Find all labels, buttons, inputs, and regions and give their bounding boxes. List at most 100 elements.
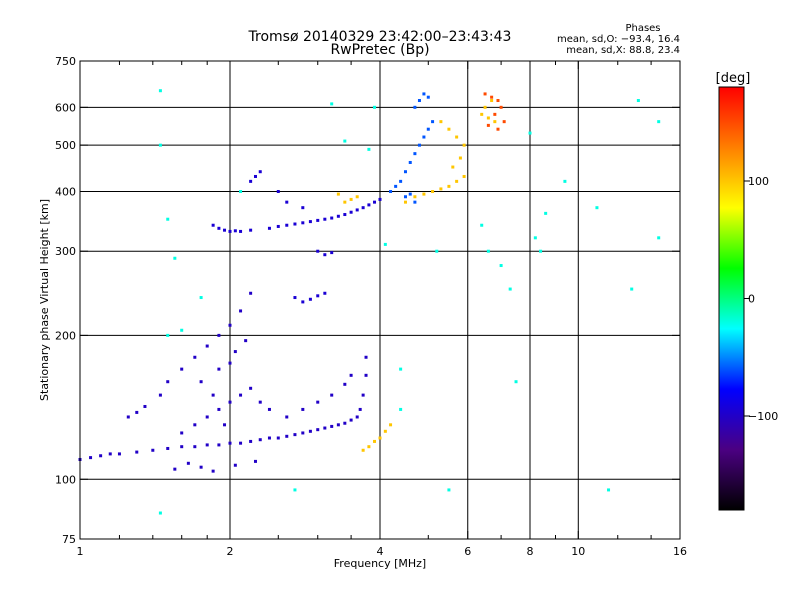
data-point	[330, 102, 334, 106]
data-point	[267, 436, 271, 440]
data-point	[166, 217, 170, 221]
data-point	[528, 131, 532, 135]
data-point	[403, 200, 407, 204]
data-point	[636, 99, 640, 103]
data-point	[233, 229, 237, 233]
data-point	[544, 211, 548, 215]
data-point	[323, 426, 327, 430]
data-point	[166, 333, 170, 337]
data-points	[78, 89, 661, 515]
y-tick-label: 500	[55, 139, 76, 152]
data-point	[435, 249, 439, 253]
data-point	[330, 424, 334, 428]
y-tick-label: 100	[55, 473, 76, 486]
data-point	[158, 511, 162, 515]
y-tick-label: 75	[62, 533, 76, 546]
chart-subtitle: RwPretec (Bp)	[330, 42, 429, 58]
colorbar-ticks: 100 0 −100	[744, 175, 778, 423]
data-point	[205, 443, 209, 447]
y-tick-label: 200	[55, 329, 76, 342]
data-point	[301, 221, 305, 225]
data-point	[499, 264, 503, 268]
data-point	[330, 393, 334, 397]
data-point	[657, 236, 661, 240]
data-point	[233, 463, 237, 467]
data-point	[657, 120, 661, 124]
data-point	[253, 459, 257, 463]
data-point	[135, 410, 139, 414]
data-point	[293, 488, 297, 492]
data-point	[355, 195, 359, 199]
data-point	[239, 229, 243, 233]
data-point	[533, 236, 537, 240]
data-point	[223, 423, 227, 427]
data-point	[493, 112, 497, 116]
data-point	[349, 373, 353, 377]
data-point	[249, 386, 253, 390]
data-point	[323, 253, 327, 257]
data-point	[343, 421, 347, 425]
data-point	[180, 367, 184, 371]
data-point	[403, 170, 407, 174]
data-point	[361, 206, 365, 210]
data-point	[293, 433, 297, 437]
data-point	[343, 139, 347, 143]
data-point	[502, 120, 506, 124]
data-point	[173, 467, 177, 471]
data-point	[99, 454, 103, 458]
data-point	[480, 223, 484, 227]
data-point	[367, 147, 371, 151]
data-point	[336, 214, 340, 218]
phases-line-o: mean, sd,O: −93.4, 16.4	[557, 34, 680, 45]
data-point	[417, 99, 421, 103]
data-point	[373, 200, 377, 204]
data-point	[539, 249, 543, 253]
data-point	[490, 99, 494, 103]
data-point	[276, 189, 280, 193]
data-point	[211, 223, 215, 227]
data-point	[316, 249, 320, 253]
data-point	[205, 415, 209, 419]
colorbar-tick-label: 0	[748, 293, 755, 306]
data-point	[364, 373, 368, 377]
data-point	[426, 127, 430, 131]
data-point	[249, 439, 253, 443]
data-point	[239, 189, 243, 193]
data-point	[211, 393, 215, 397]
data-point	[223, 228, 227, 232]
data-point	[308, 220, 312, 224]
data-point	[373, 105, 377, 109]
y-axis: 75 100 200 300 400 500 600 750	[55, 55, 680, 546]
data-point	[217, 226, 221, 230]
data-point	[336, 192, 340, 196]
data-point	[439, 187, 443, 191]
data-point	[126, 415, 130, 419]
y-tick-label: 400	[55, 185, 76, 198]
data-point	[249, 179, 253, 183]
data-point	[508, 287, 512, 291]
data-point	[480, 112, 484, 116]
data-point	[483, 92, 487, 96]
data-point	[413, 195, 417, 199]
data-point	[293, 296, 297, 300]
data-point	[367, 445, 371, 449]
data-point	[349, 210, 353, 214]
data-point	[228, 441, 232, 445]
data-point	[413, 152, 417, 156]
data-point	[422, 92, 426, 96]
x-tick-label: 6	[464, 545, 471, 558]
x-tick-label: 1	[77, 545, 84, 558]
data-point	[455, 179, 459, 183]
data-point	[211, 469, 215, 473]
x-axis-label: Frequency [MHz]	[334, 557, 426, 570]
x-tick-label: 10	[571, 545, 585, 558]
data-point	[233, 350, 237, 354]
data-point	[285, 200, 289, 204]
data-point	[316, 294, 320, 298]
data-point	[228, 229, 232, 233]
data-point	[285, 415, 289, 419]
data-point	[267, 226, 271, 230]
data-point	[447, 488, 451, 492]
data-point	[439, 120, 443, 124]
